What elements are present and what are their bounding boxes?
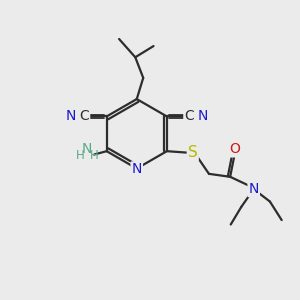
Text: N: N [82,142,92,156]
Text: N: N [198,110,208,123]
Text: N: N [248,182,259,196]
Text: N: N [65,110,76,123]
Text: C: C [80,110,89,123]
Text: H: H [90,149,99,162]
Text: O: O [229,142,240,156]
Text: N: N [132,162,142,176]
Text: S: S [188,145,198,160]
Text: C: C [184,110,194,123]
Text: H: H [76,148,85,161]
